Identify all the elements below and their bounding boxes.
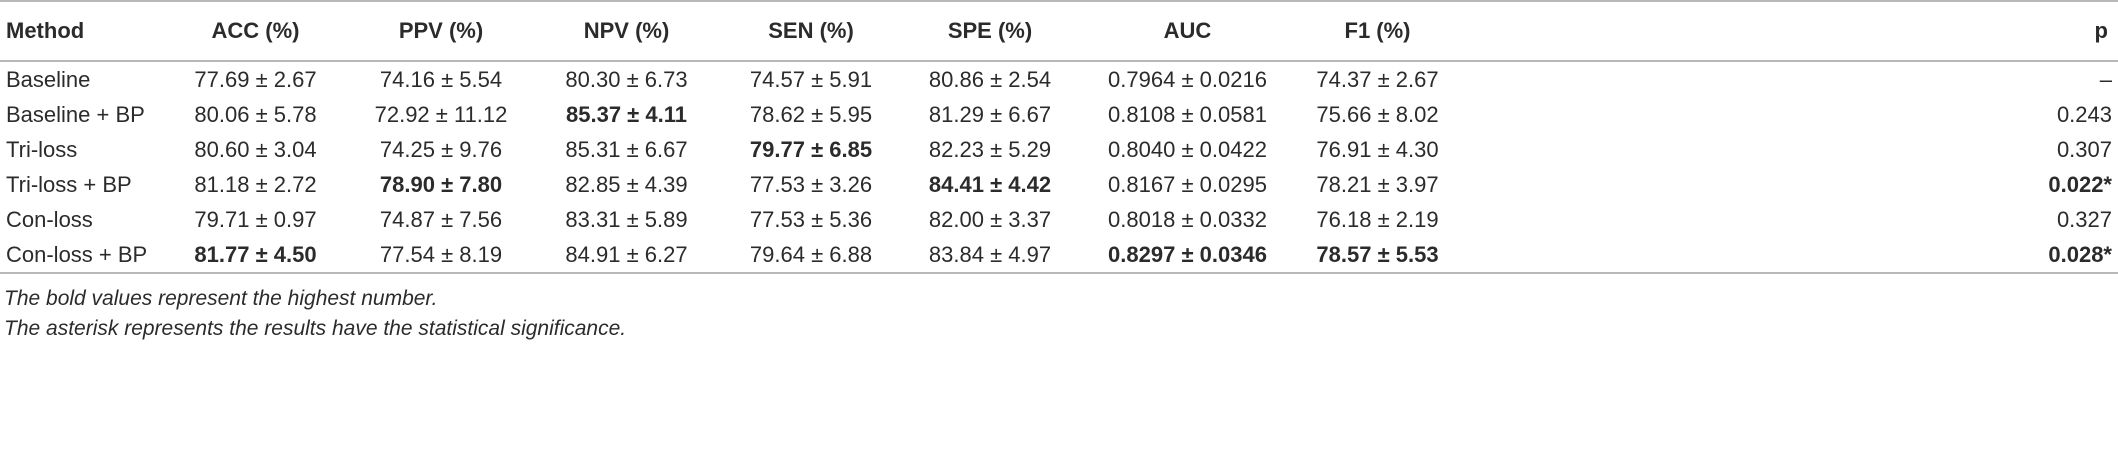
value-cell: 79.77 ± 6.85 [749,136,873,162]
table-row: Baseline + BP 80.06 ± 5.78 72.92 ± 11.12 85… [0,97,2118,132]
value-cell: 0.307 [2056,136,2112,162]
value-cell: 78.57 ± 5.53 [1295,237,1460,274]
value-cell: – [2099,66,2112,92]
value-cell: 0.028* [1460,237,2118,274]
value-cell: 79.71 ± 0.97 [194,206,317,232]
value-cell: 78.62 ± 5.95 [749,101,873,127]
method-cell: Con-loss [6,206,93,232]
value-cell: 81.18 ± 2.72 [194,171,317,197]
value-cell: 77.53 ± 5.36 [749,206,873,232]
value-cell: 83.84 ± 4.97 [900,237,1080,274]
value-cell: 0.8297 ± 0.0346 [1080,237,1295,274]
value-cell: 0.7964 ± 0.0216 [1108,66,1267,92]
value-cell: 80.06 ± 5.78 [194,101,317,127]
table-row: Tri-loss + BP 81.18 ± 2.72 78.90 ± 7.80 82.… [0,167,2118,202]
table-notes: The bold values represent the highest nu… [0,284,2118,344]
note: The bold values represent the highest nu… [4,287,438,310]
column-header: SEN (%) [722,0,900,62]
value-cell: 85.37 ± 4.11 [566,101,687,127]
column-header: NPV (%) [531,0,722,62]
column-header: Method [0,0,160,62]
value-cell: 78.90 ± 7.80 [379,171,503,197]
value-cell: 80.60 ± 3.04 [194,136,317,162]
value-cell: 77.54 ± 8.19 [351,237,531,274]
value-cell: 82.00 ± 3.37 [928,206,1052,232]
table-row: Con-loss 79.71 ± 0.97 74.87 ± 7.56 83.31 ± … [0,202,2118,237]
value-cell: 84.41 ± 4.42 [928,171,1052,197]
value-cell: 0.327 [2056,206,2112,232]
method-cell: Baseline + BP [6,101,145,127]
value-cell: 84.91 ± 6.27 [531,237,722,274]
value-cell: 85.31 ± 6.67 [565,136,688,162]
value-cell: 0.243 [2056,101,2112,127]
value-cell: 74.25 ± 9.76 [379,136,503,162]
value-cell: 81.29 ± 6.67 [928,101,1052,127]
table-row: Tri-loss 80.60 ± 3.04 74.25 ± 9.76 85.31 ± … [0,132,2118,167]
column-header: F1 (%) [1295,0,1460,62]
table-body: Baseline 77.69 ± 2.67 74.16 ± 5.54 80.30 ± … [0,61,2118,274]
header-row: Method ACC (%) PPV (%) NPV (%) SEN (%) SPE (%… [0,0,2118,62]
method-cell: Tri-loss [6,136,78,162]
value-cell: 74.57 ± 5.91 [749,66,873,92]
value-cell: 72.92 ± 11.12 [374,101,508,127]
column-header: SPE (%) [900,0,1080,62]
value-cell: 81.77 ± 4.50 [160,237,351,274]
value-cell: 75.66 ± 8.02 [1316,101,1439,127]
value-cell: 80.30 ± 6.73 [565,66,688,92]
method-cell: Tri-loss + BP [6,171,132,197]
value-cell: 74.16 ± 5.54 [379,66,503,92]
method-cell: Con-loss + BP [0,237,160,274]
value-cell: 76.18 ± 2.19 [1316,206,1439,232]
note: The asterisk represents the results have… [4,317,627,340]
method-cell: Baseline [6,66,91,92]
value-cell: 0.8108 ± 0.0581 [1108,101,1267,127]
value-cell: 80.86 ± 2.54 [928,66,1052,92]
value-cell: 82.23 ± 5.29 [928,136,1052,162]
value-cell: 83.31 ± 5.89 [565,206,688,232]
value-cell: 0.8040 ± 0.0422 [1108,136,1267,162]
results-table: Method ACC (%) PPV (%) NPV (%) SEN (%) SPE (%… [0,0,2118,274]
value-cell: 0.8167 ± 0.0295 [1108,171,1267,197]
value-cell: 82.85 ± 4.39 [565,171,688,197]
value-cell: 74.87 ± 7.56 [379,206,503,232]
table-row: Con-loss + BP 81.77 ± 4.50 77.54 ± 8.19 84.… [0,237,2118,274]
column-header: AUC [1080,0,1295,62]
value-cell: 74.37 ± 2.67 [1316,66,1439,92]
table-row: Baseline 77.69 ± 2.67 74.16 ± 5.54 80.30 ± … [0,61,2118,97]
column-header: PPV (%) [351,0,531,62]
column-header: p [1460,0,2118,62]
value-cell: 76.91 ± 4.30 [1316,136,1439,162]
value-cell: 77.53 ± 3.26 [749,171,873,197]
column-header: ACC (%) [160,0,351,62]
value-cell: 79.64 ± 6.88 [722,237,900,274]
value-cell: 0.022* [2048,171,2112,197]
value-cell: 78.21 ± 3.97 [1316,171,1439,197]
value-cell: 0.8018 ± 0.0332 [1108,206,1267,232]
value-cell: 77.69 ± 2.67 [194,66,317,92]
